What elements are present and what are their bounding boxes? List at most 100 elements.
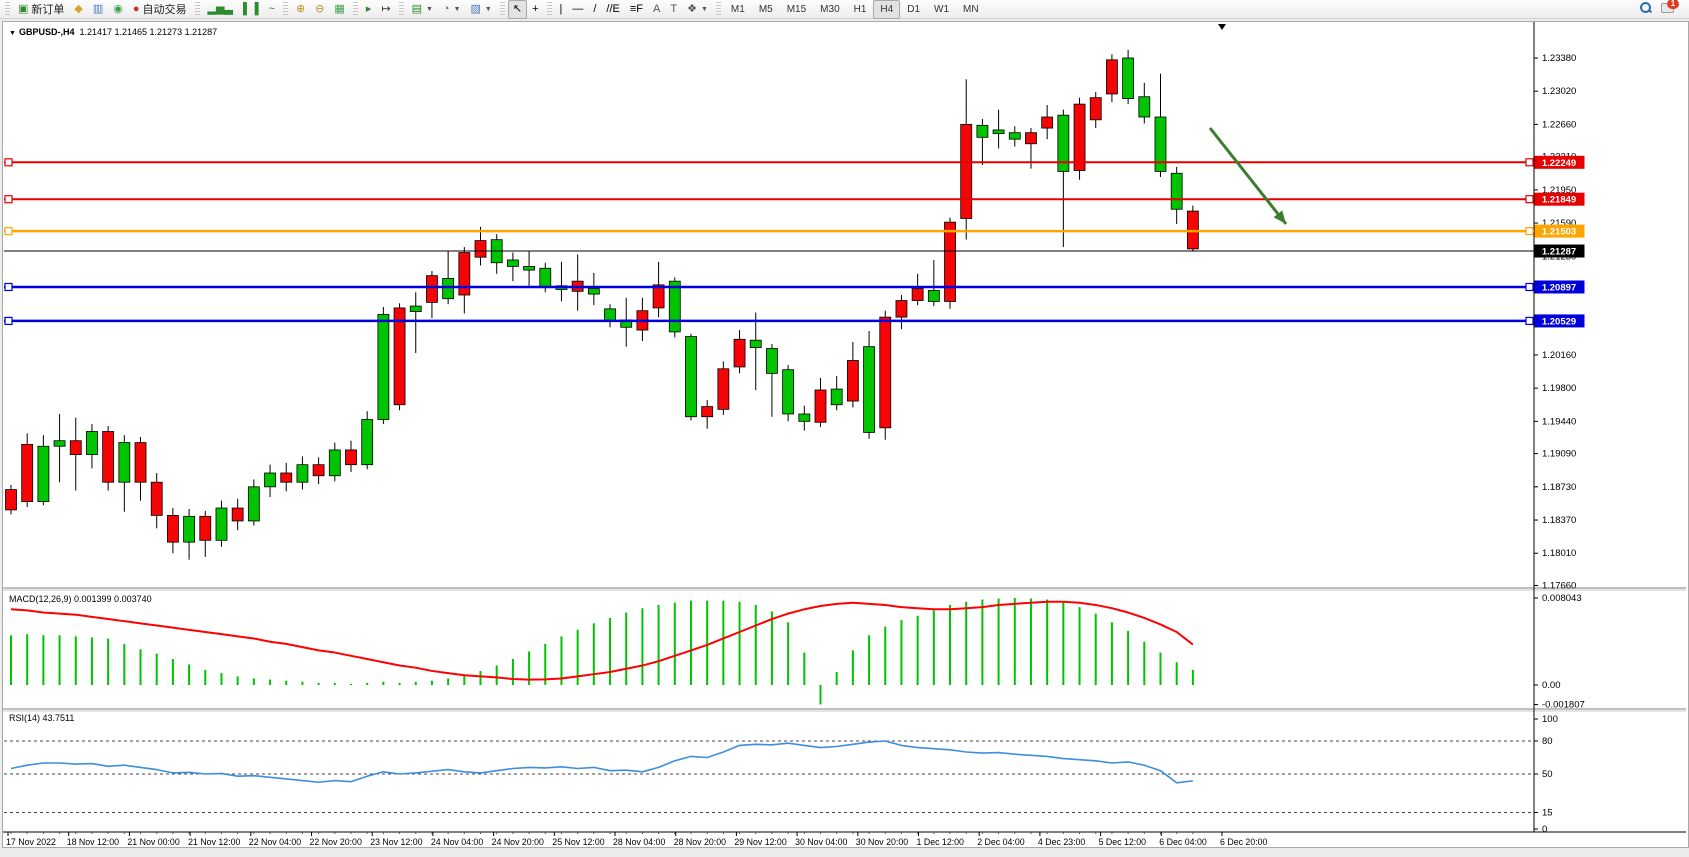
- new-order-button[interactable]: ▣ 新订单: [13, 0, 69, 19]
- channel-button[interactable]: //E: [601, 0, 624, 19]
- candle: [1122, 57, 1135, 99]
- resistance-line-1-anchor[interactable]: [4, 158, 13, 167]
- candle: [749, 339, 762, 348]
- candle: [1057, 114, 1070, 172]
- chart-symbol-period: GBPUSD-,H4: [18, 27, 75, 37]
- macd-axis-tick: 0.00: [1542, 680, 1561, 691]
- toolbar-separator: [352, 2, 358, 16]
- horizontal-line-button[interactable]: —: [567, 0, 588, 19]
- cursor-icon: ↖: [512, 2, 523, 15]
- chart-window: ▼ GBPUSD-,H4 1.21417 1.21465 1.21273 1.21…: [2, 21, 1689, 848]
- trendline-button[interactable]: /: [588, 0, 601, 19]
- label-icon: T: [670, 2, 678, 15]
- time-axis-label: 5 Dec 12:00: [1099, 837, 1147, 845]
- candle: [264, 472, 276, 488]
- trend-arrow[interactable]: [1208, 127, 1288, 225]
- label-button[interactable]: T: [665, 0, 682, 19]
- pivot-line-anchor[interactable]: [4, 226, 13, 236]
- timeframe-button-m5[interactable]: M5: [758, 3, 773, 15]
- time-axis-label: 24 Nov 04:00: [431, 837, 483, 845]
- chart-bars-button[interactable]: ▂▅▃: [203, 0, 238, 19]
- chart-line-button[interactable]: ~: [264, 0, 280, 19]
- candle: [506, 259, 519, 267]
- macd-signal-line: [10, 600, 1194, 681]
- cursor-button[interactable]: ↖: [507, 0, 528, 19]
- candlestick-icon: ▌▐: [242, 2, 259, 15]
- candle: [231, 507, 244, 522]
- timeframe-button-mn[interactable]: MN: [963, 3, 979, 15]
- fibonacci-button[interactable]: ≡F: [625, 0, 648, 19]
- chevron-down-icon[interactable]: ▼: [9, 30, 16, 37]
- time-axis-label: 28 Nov 20:00: [674, 837, 726, 845]
- candle: [1008, 132, 1021, 140]
- price-axis-tick: 1.23380: [1542, 53, 1576, 64]
- support-line-1-anchor[interactable]: [1525, 282, 1534, 292]
- toolbar-separator: [282, 2, 288, 16]
- toolbar-separator: [398, 2, 404, 16]
- templates-button[interactable]: ▨ ▼: [466, 0, 497, 19]
- zoom-out-button[interactable]: ⊖: [310, 0, 329, 19]
- timeframe-button-m30[interactable]: M30: [820, 3, 840, 15]
- metaeditor-button[interactable]: ◆: [69, 0, 87, 19]
- crosshair-button[interactable]: +: [527, 0, 543, 19]
- timeframe-button-h4[interactable]: H4: [873, 0, 901, 19]
- price-axis-tick: 1.21590: [1542, 218, 1576, 229]
- chart-candles-button[interactable]: ▌▐: [238, 0, 264, 19]
- candle: [701, 406, 714, 418]
- candlestick-series: [5, 49, 1199, 560]
- text-button[interactable]: A: [648, 0, 665, 19]
- data-window-button[interactable]: ▥: [88, 0, 108, 19]
- new-chart-button[interactable]: ▤ ▼: [407, 0, 438, 19]
- time-axis-label: 6 Dec 04:00: [1159, 837, 1207, 845]
- resistance-line-2-anchor[interactable]: [1525, 195, 1534, 204]
- candle: [992, 129, 1005, 135]
- auto-scroll-button[interactable]: ▸: [361, 0, 377, 19]
- tile-windows-button[interactable]: ▦: [329, 0, 349, 19]
- rsi-axis-tick: 50: [1542, 769, 1553, 780]
- rsi-indicator-label: RSI(14) 43.7511: [9, 713, 75, 723]
- search-icon: [1640, 2, 1651, 13]
- notifications-button[interactable]: 1: [1661, 0, 1679, 16]
- rsi-line: [10, 740, 1193, 784]
- time-axis-label: 29 Nov 12:00: [734, 837, 786, 845]
- resistance-line-2-anchor[interactable]: [4, 195, 13, 204]
- zoom-in-button[interactable]: ⊕: [291, 0, 310, 19]
- support-line-2-anchor[interactable]: [1525, 316, 1534, 326]
- candle: [1089, 97, 1102, 121]
- support-line-1-anchor[interactable]: [4, 282, 13, 292]
- timeframe-button-h1[interactable]: H1: [853, 3, 867, 15]
- chart-canvas[interactable]: 1.233801.230201.226601.223101.219501.215…: [3, 22, 1686, 845]
- candle: [830, 388, 843, 406]
- vertical-line-button[interactable]: |: [555, 0, 568, 19]
- signals-button[interactable]: ◉: [108, 0, 128, 19]
- timeframe-button-d1[interactable]: D1: [907, 3, 921, 15]
- timeframe-button-m1[interactable]: M1: [730, 3, 745, 15]
- candle: [604, 308, 616, 322]
- bar-chart-icon: ▂▅▃: [207, 2, 233, 15]
- search-button[interactable]: [1640, 2, 1651, 16]
- timeframe-button-m15[interactable]: M15: [786, 3, 807, 15]
- price-axis-tick: 1.22660: [1542, 119, 1576, 130]
- candle: [5, 489, 17, 511]
- candle: [960, 123, 973, 219]
- rsi-axis-tick: 0: [1542, 824, 1547, 835]
- support-line-2-anchor[interactable]: [4, 316, 13, 326]
- candle: [86, 431, 98, 455]
- chart-shift-button[interactable]: ↦: [376, 0, 395, 19]
- periods-button[interactable]: ◔ ▼: [438, 0, 466, 19]
- time-axis-label: 1 Dec 12:00: [917, 837, 965, 845]
- timeframe-button-w1[interactable]: W1: [934, 3, 950, 15]
- autotrading-button[interactable]: ● 自动交易: [128, 0, 192, 19]
- candle: [118, 442, 131, 483]
- candle: [215, 507, 228, 541]
- arrows-button[interactable]: ❖ ▼: [682, 0, 713, 19]
- autotrade-icon: ●: [132, 2, 140, 15]
- candle: [53, 440, 66, 447]
- time-axis-label: 23 Nov 12:00: [370, 837, 422, 845]
- candle: [717, 368, 730, 410]
- channel-icon: //E: [606, 2, 620, 15]
- trendline-icon: /: [593, 2, 597, 15]
- macd-axis-tick: 0.008043: [1542, 593, 1582, 604]
- pivot-line-anchor[interactable]: [1525, 226, 1534, 236]
- resistance-line-1-anchor[interactable]: [1525, 158, 1534, 167]
